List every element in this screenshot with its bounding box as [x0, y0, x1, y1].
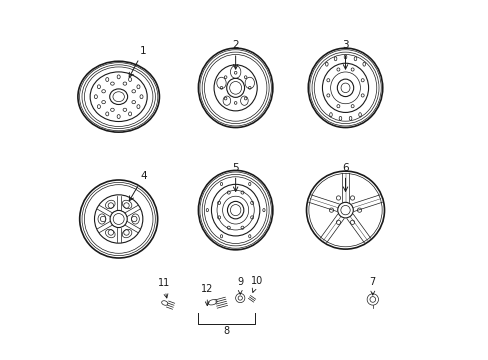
- Text: 6: 6: [342, 163, 348, 192]
- Text: 4: 4: [129, 171, 146, 201]
- Text: 9: 9: [237, 277, 243, 294]
- Text: 12: 12: [201, 284, 213, 306]
- Text: 3: 3: [342, 40, 348, 69]
- Text: 10: 10: [250, 276, 263, 292]
- Text: 2: 2: [232, 40, 239, 69]
- Text: 5: 5: [232, 163, 239, 192]
- Text: 11: 11: [157, 278, 169, 298]
- Text: 7: 7: [369, 277, 375, 295]
- Text: 1: 1: [129, 46, 146, 77]
- Text: 8: 8: [223, 327, 229, 336]
